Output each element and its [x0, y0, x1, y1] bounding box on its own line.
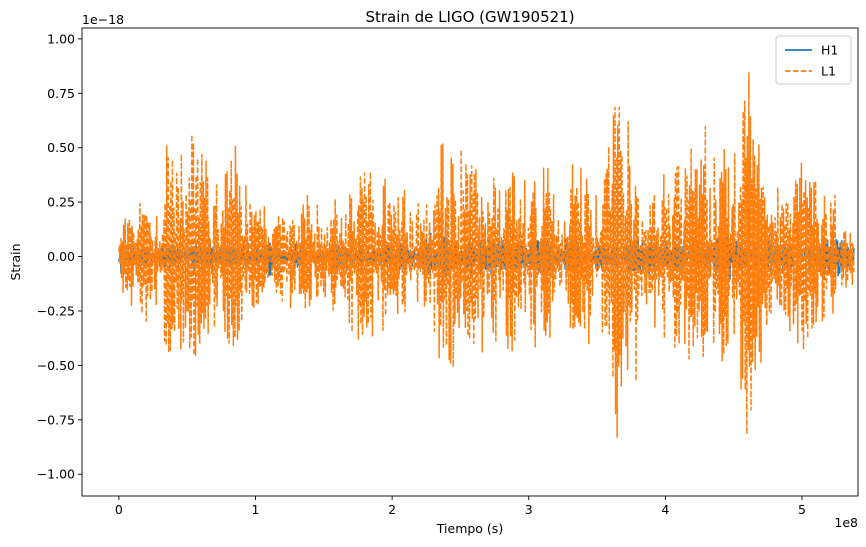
y-axis-label: Strain [8, 243, 23, 280]
x-tick-label: 3 [525, 502, 533, 517]
x-tick-label: 0 [115, 502, 123, 517]
y-tick-label: 0.00 [47, 249, 75, 264]
axes: 0 1 2 3 4 5 −1.00 −0.75 −0.50 −0.25 0.00 0.25 0.50 0.… [37, 27, 859, 517]
y-tick-label: −0.25 [37, 303, 75, 318]
series-line-l1 [118, 72, 855, 438]
y-axis-offset-label: 1e−18 [82, 12, 124, 27]
chart-title: Strain de LIGO (GW190521) [365, 8, 574, 26]
y-tick-label: −0.50 [37, 358, 75, 373]
plot-frame [81, 27, 859, 497]
legend-label-l1: L1 [821, 64, 836, 79]
series-layer [118, 72, 855, 438]
legend-label-h1: H1 [821, 43, 838, 58]
x-tick-label: 4 [661, 502, 669, 517]
y-tick-label: −0.75 [37, 412, 75, 427]
y-tick-label: −1.00 [37, 467, 75, 482]
x-axis-label: Tiempo (s) [436, 521, 503, 536]
y-tick-label: 1.00 [47, 31, 75, 46]
x-tick-label: 2 [388, 502, 396, 517]
x-axis-offset-label: 1e8 [834, 515, 858, 530]
legend-box [775, 35, 852, 85]
y-tick-label: 0.25 [47, 195, 75, 210]
y-tick-label: 0.50 [47, 140, 75, 155]
x-tick-label: 5 [798, 502, 806, 517]
y-tick-label: 0.75 [47, 86, 75, 101]
x-tick-label: 1 [252, 502, 260, 517]
